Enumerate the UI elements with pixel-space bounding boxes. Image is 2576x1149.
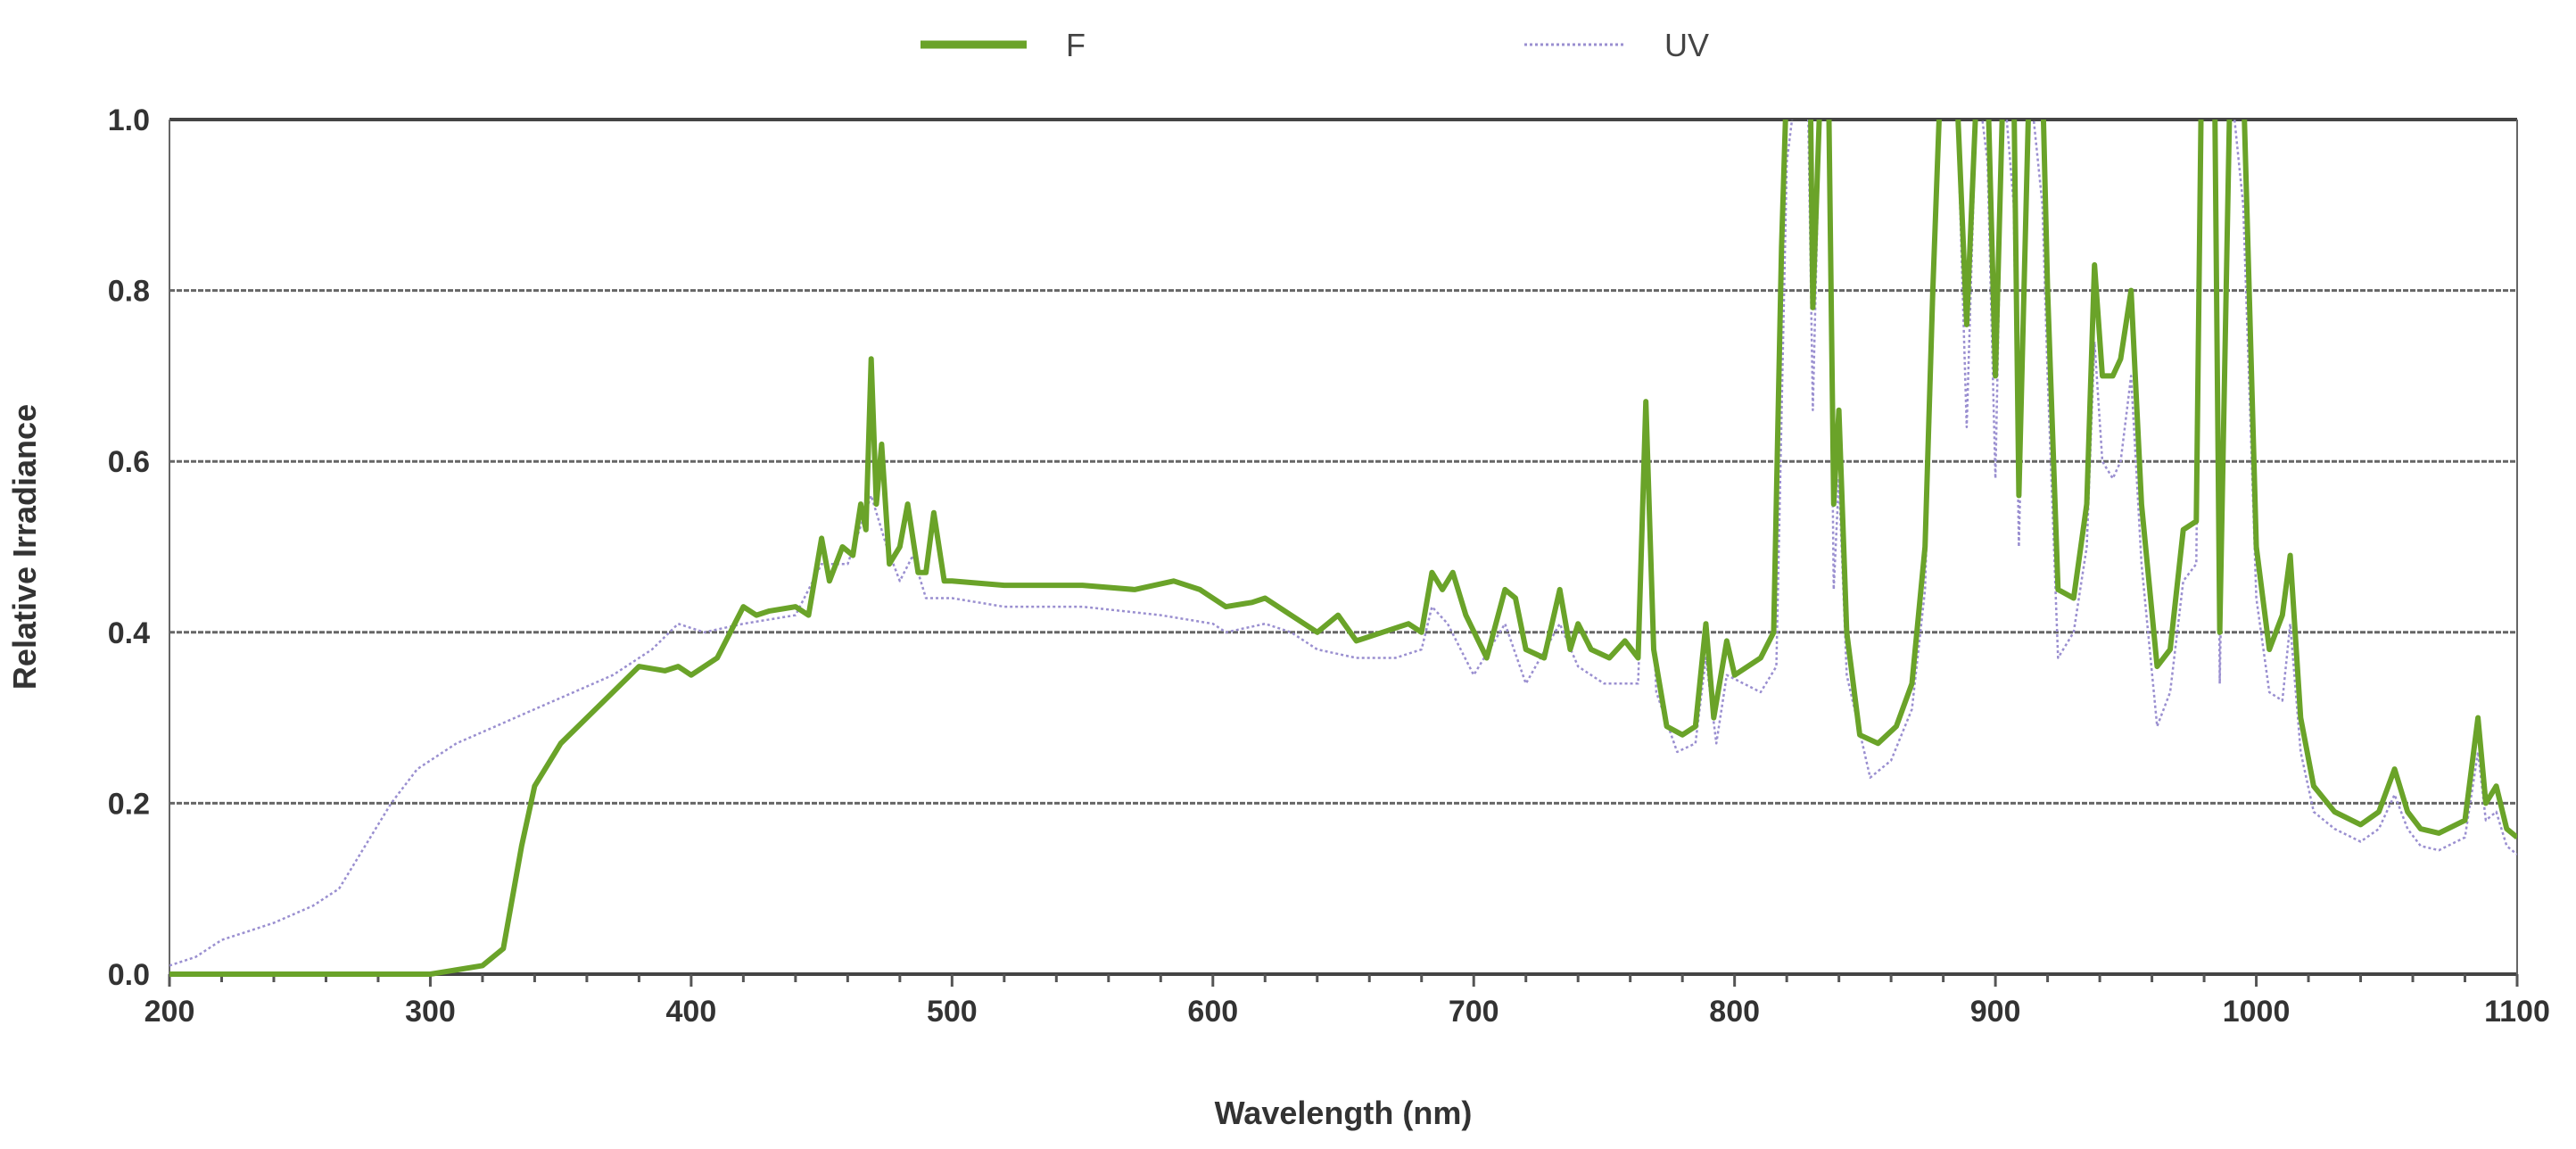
legend: F UV [921, 27, 1709, 63]
x-tick-label: 700 [1449, 995, 1499, 1029]
y-tick-label: 0.2 [108, 787, 150, 821]
y-tick-label: 0.6 [108, 445, 150, 479]
x-tick-label: 300 [405, 995, 456, 1029]
series-line-uv [169, 120, 2517, 967]
x-axis-title: Wavelength (nm) [1215, 1095, 1473, 1131]
x-tick-label: 900 [1970, 995, 2021, 1029]
x-tick-label: 200 [144, 995, 195, 1029]
y-tick-label: 0.0 [108, 958, 150, 992]
legend-label-uv: UV [1664, 27, 1709, 63]
x-tick-label: 800 [1709, 995, 1760, 1029]
x-tick-label: 600 [1187, 995, 1238, 1029]
x-tick-labels: 200 300 400 500 600 700 800 900 1000 1100 [144, 995, 2550, 1029]
series-lines [169, 120, 2517, 977]
series-line-f [169, 120, 2517, 977]
y-axis-title: Relative Irradiance [6, 404, 43, 690]
x-tick-label: 1100 [2484, 995, 2550, 1029]
y-tick-label: 1.0 [108, 103, 150, 137]
gridlines [168, 118, 2519, 987]
y-tick-label: 0.8 [108, 275, 150, 309]
y-tick-labels: 0.0 0.2 0.4 0.6 0.8 1.0 [108, 103, 150, 992]
legend-label-f: F [1066, 27, 1086, 63]
x-tick-label: 500 [927, 995, 978, 1029]
y-tick-label: 0.4 [108, 616, 150, 650]
x-tick-label: 1000 [2223, 995, 2291, 1029]
x-tick-label: 400 [666, 995, 717, 1029]
